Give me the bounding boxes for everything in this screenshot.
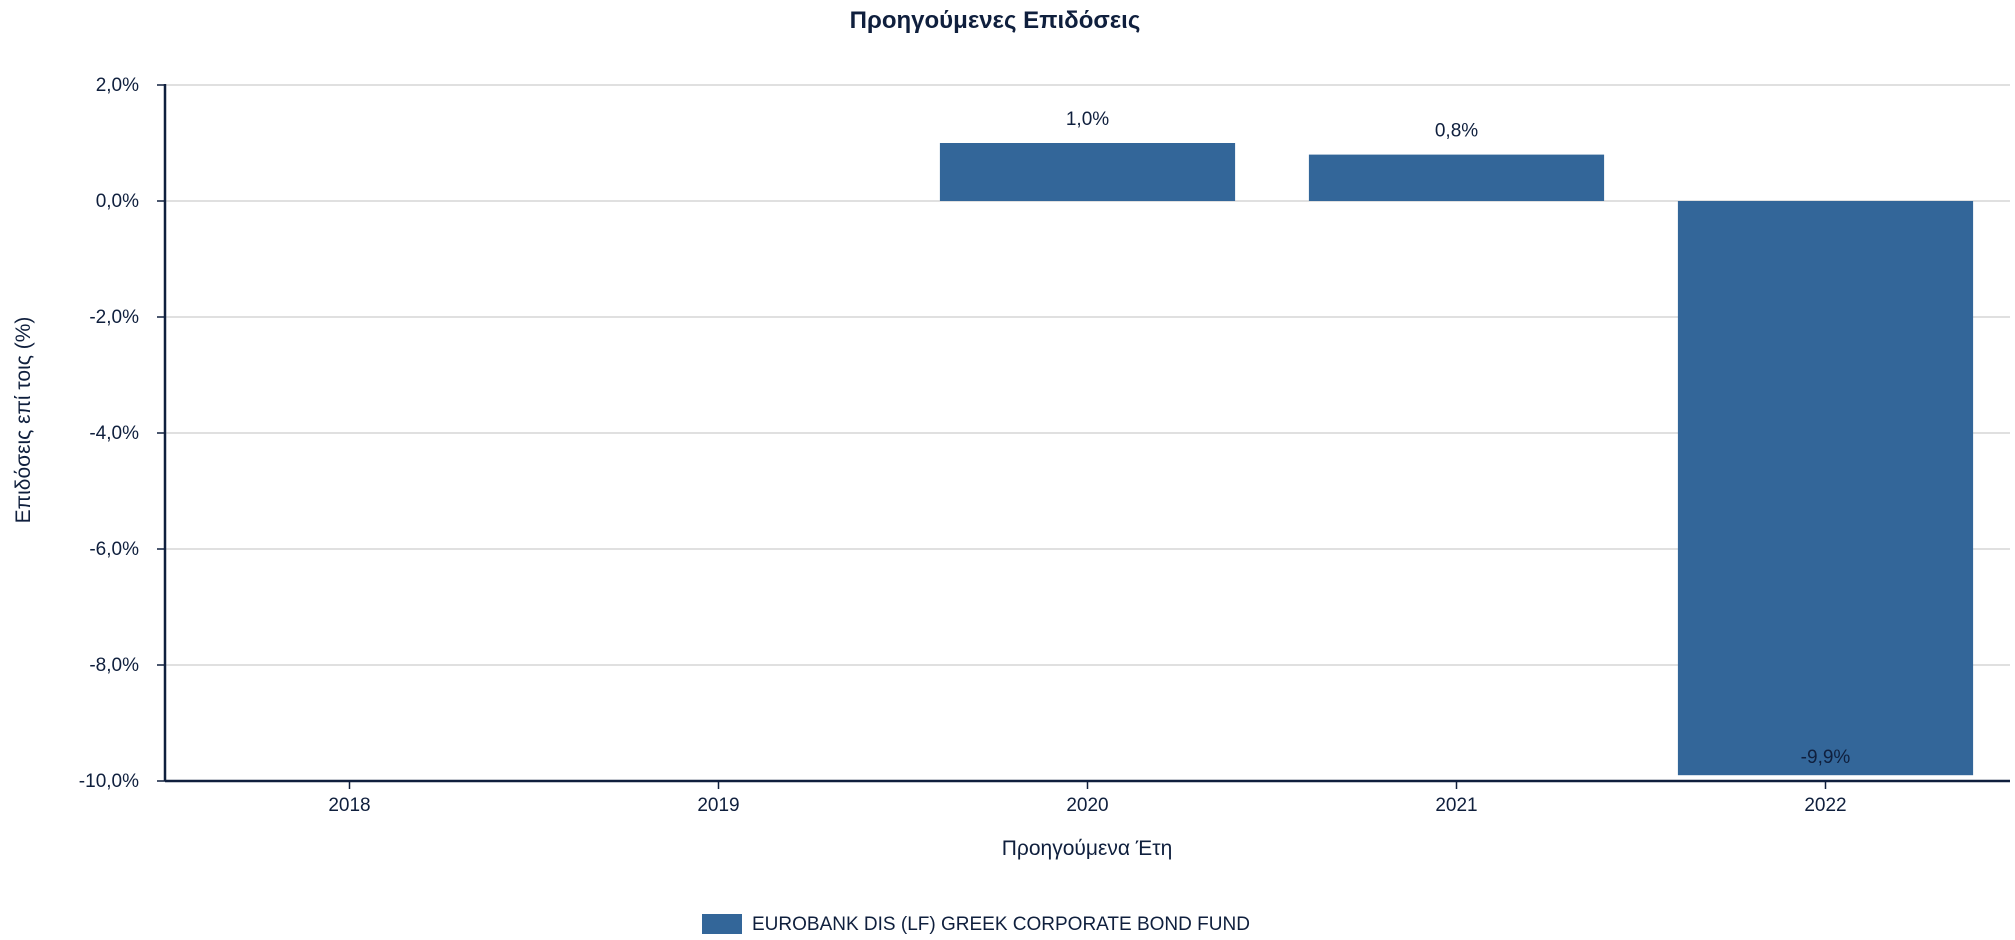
x-tick-label: 2021: [1435, 795, 1477, 816]
data-labels: 1,0% 0,8% -9,9%: [1066, 109, 1851, 768]
y-tick-label: -8,0%: [89, 655, 139, 676]
y-tick-label: -6,0%: [89, 539, 139, 560]
y-tick-label: 2,0%: [96, 75, 139, 96]
bar-2022[interactable]: [1677, 201, 1974, 776]
axes: 2,0% 0,0% -2,0% -4,0% -6,0% -8,0% -10,0% 2018 20…: [79, 75, 2010, 816]
y-tick-label: -2,0%: [89, 307, 139, 328]
chart-title: Προηγούμενες Επιδόσεις: [850, 7, 1141, 34]
data-label-2022: -9,9%: [1801, 747, 1851, 768]
data-label-2020: 1,0%: [1066, 109, 1109, 130]
y-axis-title: Επιδόσεις επί τοις (%): [12, 317, 35, 524]
bar-2020[interactable]: [939, 143, 1236, 201]
y-tick-label: -10,0%: [79, 771, 139, 792]
legend-label: EUROBANK DIS (LF) GREEK CORPORATE BOND F…: [752, 914, 1250, 935]
x-tick-label: 2022: [1804, 795, 1846, 816]
y-tick-label: 0,0%: [96, 191, 139, 212]
legend-swatch: [702, 914, 742, 934]
bars: [939, 143, 1974, 776]
x-tick-label: 2020: [1066, 795, 1108, 816]
data-label-2021: 0,8%: [1435, 121, 1478, 142]
bar-2021[interactable]: [1308, 154, 1605, 201]
x-tick-label: 2019: [697, 795, 739, 816]
x-axis-title: Προηγούμενα Έτη: [1002, 837, 1173, 860]
legend[interactable]: EUROBANK DIS (LF) GREEK CORPORATE BOND F…: [702, 914, 1250, 935]
x-tick-label: 2018: [328, 795, 370, 816]
y-tick-label: -4,0%: [89, 423, 139, 444]
